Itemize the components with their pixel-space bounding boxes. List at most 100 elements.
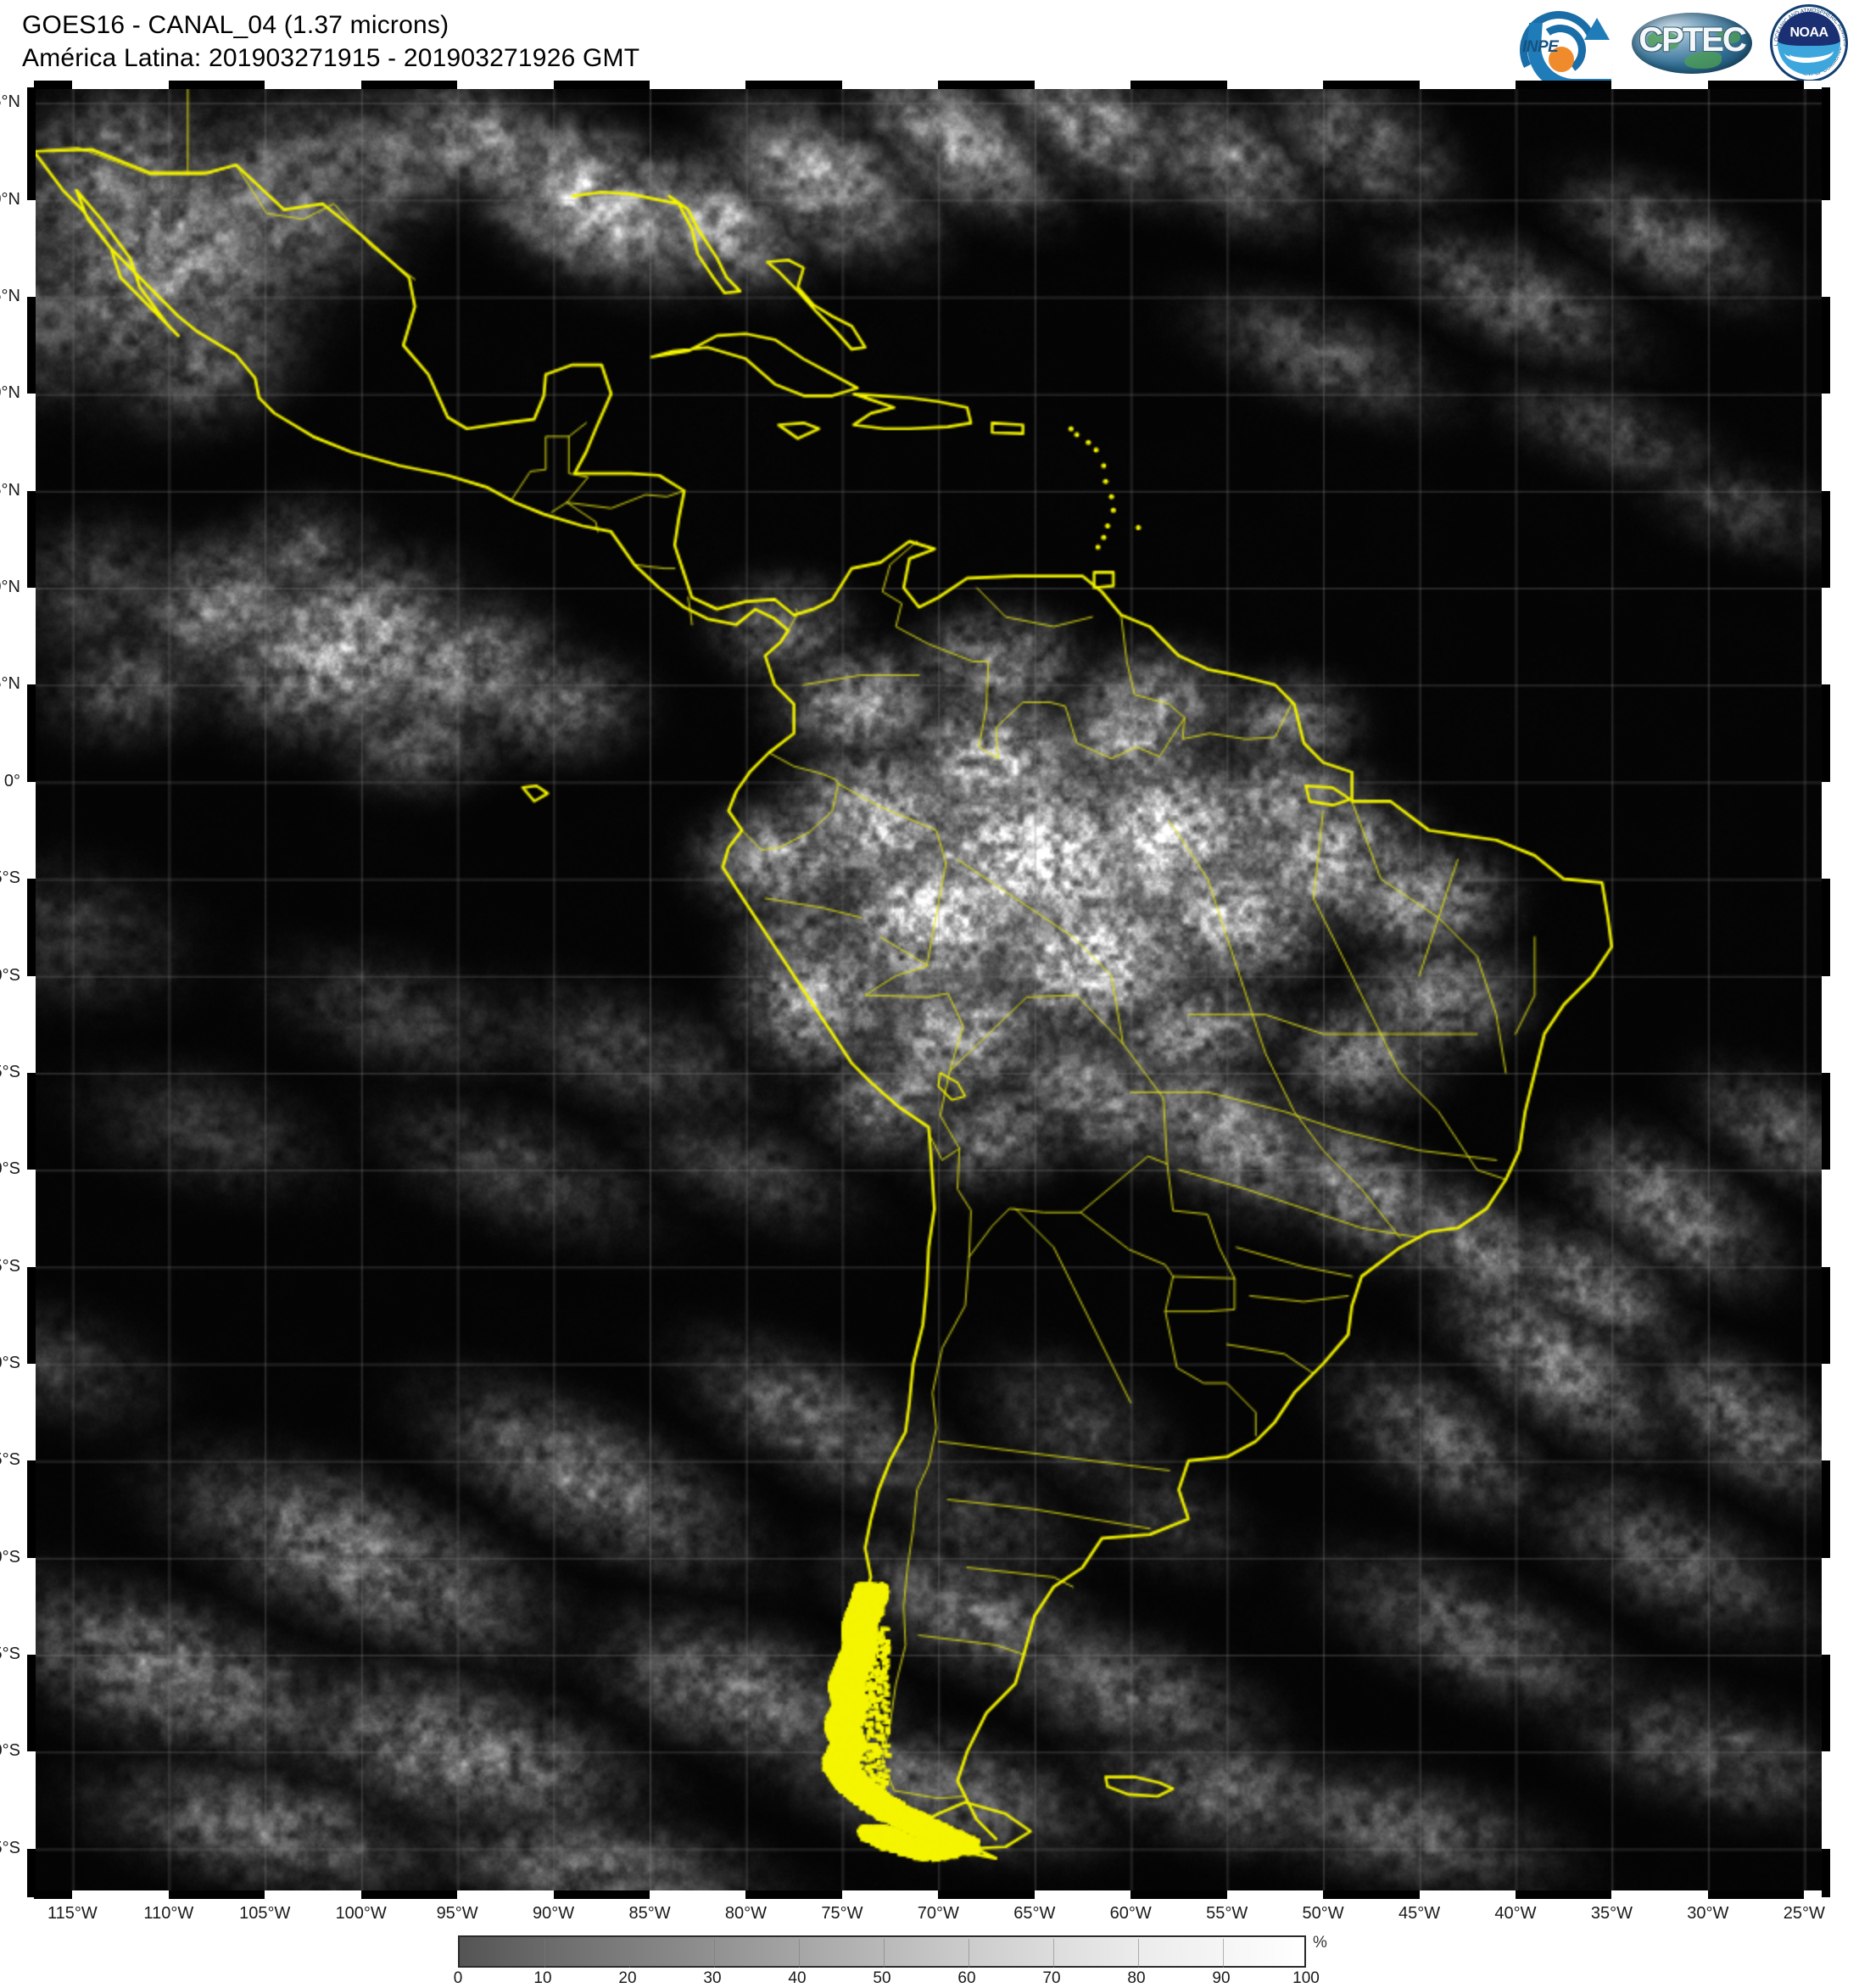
colorbar-gridline <box>1053 1939 1054 1968</box>
axis-tick-segment <box>1822 684 1830 782</box>
axis-tick-segment <box>1822 1266 1830 1364</box>
colorbar-unit-label: % <box>1313 1934 1327 1952</box>
axis-tick-segment <box>360 81 458 89</box>
colorbar-tick-label: 80 <box>1127 1969 1146 1987</box>
lon-tick-label: 100°W <box>335 1904 387 1923</box>
axis-tick-segment <box>34 1890 73 1899</box>
colorbar-tick-label: 20 <box>618 1969 637 1987</box>
title-line-region-time: América Latina: 201903271915 - 201903271… <box>22 44 640 72</box>
colorbar-gridline <box>1138 1939 1139 1968</box>
title-block: GOES16 - CANAL_04 (1.37 microns) América… <box>22 8 639 75</box>
colorbar-gridline <box>714 1939 715 1968</box>
lon-tick-label: 115°W <box>47 1904 98 1923</box>
axis-tick-segment <box>553 81 650 89</box>
colorbar-tick-label: 30 <box>703 1969 722 1987</box>
axis-tick-bar-right <box>1822 87 1830 1897</box>
cptec-globe-icon <box>1632 13 1752 74</box>
axis-tick-segment <box>1822 103 1830 200</box>
axis-tick-segment <box>1515 1890 1612 1899</box>
title-line-product: GOES16 - CANAL_04 (1.37 microns) <box>22 11 449 39</box>
axis-tick-segment <box>1822 1655 1830 1752</box>
colorbar-gradient <box>458 1935 1306 1968</box>
colorbar-gridline <box>629 1939 630 1968</box>
satellite-imagery-canvas[interactable] <box>34 87 1823 1897</box>
inpe-wordmark: INPE <box>1522 38 1559 56</box>
axis-tick-segment <box>27 879 36 976</box>
axis-tick-segment <box>27 103 36 200</box>
header-bar: GOES16 - CANAL_04 (1.37 microns) América… <box>0 0 1859 99</box>
axis-tick-segment <box>27 297 36 394</box>
axis-tick-segment <box>27 1266 36 1364</box>
axis-tick-segment <box>1130 81 1227 89</box>
lon-tick-label: 95°W <box>436 1904 478 1923</box>
inpe-arrow-icon <box>1584 18 1610 40</box>
axis-tick-segment <box>27 87 36 103</box>
lon-tick-label: 65°W <box>1013 1904 1056 1923</box>
lon-tick-label: 30°W <box>1687 1904 1729 1923</box>
axis-tick-segment <box>1323 1890 1420 1899</box>
axis-tick-segment <box>360 1890 458 1899</box>
axis-tick-segment <box>745 81 842 89</box>
axis-tick-segment <box>1822 1848 1830 1897</box>
axis-tick-segment <box>1707 1890 1805 1899</box>
axis-tick-bar-bottom <box>34 1890 1823 1899</box>
lon-tick-label: 70°W <box>917 1904 959 1923</box>
inpe-logo: INPE <box>1510 1 1616 99</box>
lon-tick-label: 55°W <box>1206 1904 1248 1923</box>
axis-tick-segment <box>27 684 36 782</box>
cptec-landmass-icon <box>1647 31 1679 50</box>
axis-tick-segment <box>1822 1460 1830 1558</box>
cptec-landmass-icon <box>1717 30 1740 43</box>
noaa-bird-wing-icon <box>1789 47 1828 61</box>
lon-tick-label: 25°W <box>1783 1904 1825 1923</box>
lon-tick-label: 40°W <box>1494 1904 1537 1923</box>
axis-tick-segment <box>1822 1072 1830 1170</box>
lon-tick-label: 50°W <box>1302 1904 1344 1923</box>
noaa-dark-field-icon <box>1778 12 1840 46</box>
axis-tick-segment <box>27 1072 36 1170</box>
axis-tick-segment <box>1822 879 1830 976</box>
lon-tick-label: 110°W <box>143 1904 194 1923</box>
colorbar-gridline <box>884 1939 885 1968</box>
axis-tick-segment <box>938 81 1035 89</box>
axis-tick-segment <box>745 1890 842 1899</box>
colorbar-tick-label: 40 <box>788 1969 807 1987</box>
colorbar-tick-label: 70 <box>1042 1969 1061 1987</box>
logo-strip: INPE CPTEC NATIONAL OCEANIC AND ATMOSPHE… <box>1510 1 1852 99</box>
axis-tick-segment <box>1822 490 1830 589</box>
axis-tick-segment <box>1323 81 1420 89</box>
lon-tick-label: 75°W <box>821 1904 863 1923</box>
lon-tick-label: 45°W <box>1398 1904 1441 1923</box>
lon-tick-label: 35°W <box>1590 1904 1633 1923</box>
colorbar-tick-label: 50 <box>873 1969 891 1987</box>
axis-tick-segment <box>553 1890 650 1899</box>
cptec-wordmark: CPTEC <box>1638 21 1747 59</box>
colorbar-tick-label: 90 <box>1212 1969 1231 1987</box>
colorbar: % 0 10 20 30 40 50 60 70 80 90 100 <box>454 1934 1327 1987</box>
axis-tick-segment <box>27 1848 36 1897</box>
satellite-image[interactable] <box>34 87 1823 1897</box>
colorbar-gridline <box>799 1939 800 1968</box>
axis-tick-segment <box>1130 1890 1227 1899</box>
axis-tick-segment <box>27 1655 36 1752</box>
noaa-logo: NATIONAL OCEANIC AND ATMOSPHERIC ADMINIS… <box>1769 3 1852 84</box>
axis-tick-segment <box>34 81 73 89</box>
axis-tick-segment <box>27 1460 36 1558</box>
axis-tick-segment <box>27 490 36 589</box>
inpe-orange-dot-icon <box>1549 47 1574 72</box>
axis-tick-segment <box>168 81 265 89</box>
colorbar-tick-label: 0 <box>453 1969 463 1987</box>
axis-tick-segment <box>938 1890 1035 1899</box>
axis-tick-segment <box>1515 81 1612 89</box>
axis-tick-segment <box>1822 297 1830 394</box>
axis-tick-bar-left <box>27 87 36 1897</box>
colorbar-tick-label: 10 <box>533 1969 552 1987</box>
lon-tick-label: 80°W <box>724 1904 768 1923</box>
lon-tick-label: 105°W <box>239 1904 291 1923</box>
axis-tick-segment <box>168 1890 265 1899</box>
cptec-logo: CPTEC <box>1630 4 1754 82</box>
lon-tick-label: 90°W <box>533 1904 575 1923</box>
axis-tick-segment <box>1822 87 1830 103</box>
cptec-landmass-icon <box>1684 52 1722 69</box>
colorbar-tick-label: 100 <box>1292 1969 1320 1987</box>
